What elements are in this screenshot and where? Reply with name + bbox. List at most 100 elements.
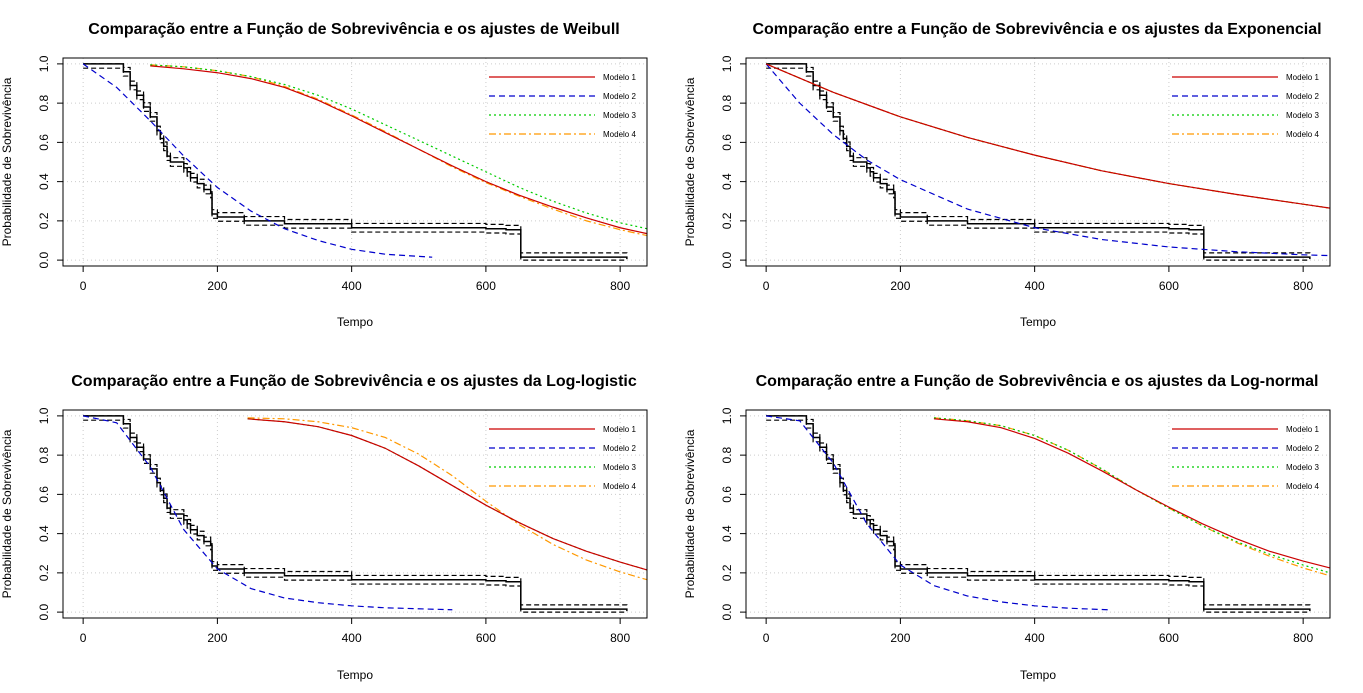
x-tick-label: 200 — [207, 631, 227, 645]
x-tick-label: 400 — [342, 631, 362, 645]
x-axis-label: Tempo — [1020, 668, 1056, 682]
x-tick-label: 400 — [1025, 631, 1045, 645]
y-tick-label: 1.0 — [720, 55, 734, 72]
y-axis-label: Probabilidade de Sobrevivência — [683, 429, 697, 598]
y-tick-label: 0.8 — [720, 446, 734, 463]
legend-label-modelo-3: Modelo 3 — [603, 111, 636, 120]
series-line-modelo-2 — [765, 63, 1331, 257]
x-tick-label: 600 — [1159, 279, 1179, 293]
km-upper-ci — [83, 415, 628, 607]
km-survival-curve — [83, 415, 628, 612]
y-tick-label: 0.0 — [37, 603, 51, 620]
series-line-modelo-4 — [150, 64, 648, 237]
chart-title: Comparação entre a Função de Sobrevivênc… — [88, 21, 619, 38]
legend-label-modelo-1: Modelo 1 — [1286, 425, 1319, 434]
y-tick-label: 0.2 — [37, 212, 51, 229]
y-tick-label: 0.4 — [720, 173, 734, 190]
series-line-modelo-3 — [933, 417, 1331, 574]
x-tick-label: 0 — [80, 631, 87, 645]
chart-panel-4: Comparação entre a Função de Sobrevivênc… — [683, 373, 1331, 682]
plot-frame — [62, 57, 648, 267]
x-axis-label: Tempo — [337, 668, 373, 682]
y-tick-label: 0.6 — [37, 134, 51, 151]
y-tick-label: 0.8 — [37, 446, 51, 463]
km-lower-ci — [766, 419, 1310, 613]
y-tick-label: 0.4 — [37, 173, 51, 190]
y-tick-label: 0.4 — [37, 525, 51, 542]
legend-label-modelo-2: Modelo 2 — [1286, 92, 1319, 101]
series-line-modelo-1 — [765, 63, 1331, 209]
y-tick-label: 1.0 — [37, 407, 51, 424]
x-tick-label: 200 — [207, 279, 227, 293]
legend-label-modelo-4: Modelo 4 — [603, 482, 636, 491]
y-tick-label: 0.2 — [37, 564, 51, 581]
y-tick-label: 0.8 — [720, 94, 734, 111]
series-line-modelo-1 — [933, 418, 1331, 569]
plot-frame — [745, 57, 1331, 267]
x-tick-label: 400 — [1025, 279, 1045, 293]
legend-label-modelo-1: Modelo 1 — [1286, 73, 1319, 82]
legend-label-modelo-1: Modelo 1 — [603, 73, 636, 82]
y-axis-label: Probabilidade de Sobrevivência — [683, 77, 697, 246]
km-lower-ci — [83, 419, 627, 613]
y-tick-label: 0.0 — [720, 603, 734, 620]
legend-label-modelo-4: Modelo 4 — [1286, 130, 1319, 139]
km-upper-ci — [766, 63, 1311, 255]
x-tick-label: 0 — [763, 279, 770, 293]
km-upper-ci — [83, 63, 628, 255]
chart-panel-2: Comparação entre a Função de Sobrevivênc… — [683, 21, 1331, 329]
chart-panel-1: Comparação entre a Função de Sobrevivênc… — [0, 21, 648, 329]
y-tick-label: 1.0 — [37, 55, 51, 72]
y-tick-label: 1.0 — [720, 407, 734, 424]
x-tick-label: 800 — [1293, 279, 1313, 293]
series-line-modelo-2 — [766, 415, 1109, 611]
y-tick-label: 0.8 — [37, 94, 51, 111]
x-tick-label: 200 — [890, 279, 910, 293]
legend-label-modelo-4: Modelo 4 — [1286, 482, 1319, 491]
x-tick-label: 800 — [610, 279, 630, 293]
legend-label-modelo-2: Modelo 2 — [1286, 444, 1319, 453]
x-tick-label: 800 — [1293, 631, 1313, 645]
x-tick-label: 200 — [890, 631, 910, 645]
x-axis-label: Tempo — [337, 315, 373, 329]
km-survival-curve — [766, 63, 1311, 260]
plot-frame — [745, 409, 1331, 619]
x-axis-label: Tempo — [1020, 315, 1056, 329]
chart-title: Comparação entre a Função de Sobrevivênc… — [756, 373, 1319, 390]
legend-label-modelo-2: Modelo 2 — [603, 444, 636, 453]
legend-label-modelo-3: Modelo 3 — [1286, 463, 1319, 472]
x-tick-label: 600 — [476, 279, 496, 293]
y-tick-label: 0.0 — [720, 251, 734, 268]
legend-label-modelo-4: Modelo 4 — [603, 130, 636, 139]
y-tick-label: 0.6 — [37, 486, 51, 503]
x-tick-label: 0 — [80, 279, 87, 293]
x-tick-label: 600 — [476, 631, 496, 645]
x-tick-label: 800 — [610, 631, 630, 645]
y-axis-label: Probabilidade de Sobrevivência — [0, 77, 14, 246]
series-line-modelo-3 — [150, 64, 648, 230]
legend-label-modelo-3: Modelo 3 — [1286, 111, 1319, 120]
y-tick-label: 0.2 — [720, 564, 734, 581]
series-line-modelo-1 — [150, 65, 648, 235]
series-line-modelo-2 — [83, 415, 453, 611]
km-upper-ci — [766, 415, 1311, 607]
y-tick-label: 0.4 — [720, 525, 734, 542]
y-tick-label: 0.6 — [720, 134, 734, 151]
y-tick-label: 0.6 — [720, 486, 734, 503]
km-survival-curve — [83, 63, 628, 260]
x-tick-label: 600 — [1159, 631, 1179, 645]
y-tick-label: 0.0 — [37, 251, 51, 268]
series-line-modelo-4 — [247, 417, 648, 581]
km-survival-curve — [766, 415, 1311, 612]
series-line-modelo-1 — [247, 418, 648, 571]
chart-title: Comparação entre a Função de Sobrevivênc… — [752, 21, 1321, 38]
x-tick-label: 0 — [763, 631, 770, 645]
km-lower-ci — [83, 67, 627, 261]
series-line-modelo-3 — [765, 63, 1331, 209]
chart-panel-3: Comparação entre a Função de Sobrevivênc… — [0, 373, 648, 682]
chart-title: Comparação entre a Função de Sobrevivênc… — [71, 373, 637, 390]
legend-label-modelo-3: Modelo 3 — [603, 463, 636, 472]
legend-label-modelo-2: Modelo 2 — [603, 92, 636, 101]
y-axis-label: Probabilidade de Sobrevivência — [0, 429, 14, 598]
